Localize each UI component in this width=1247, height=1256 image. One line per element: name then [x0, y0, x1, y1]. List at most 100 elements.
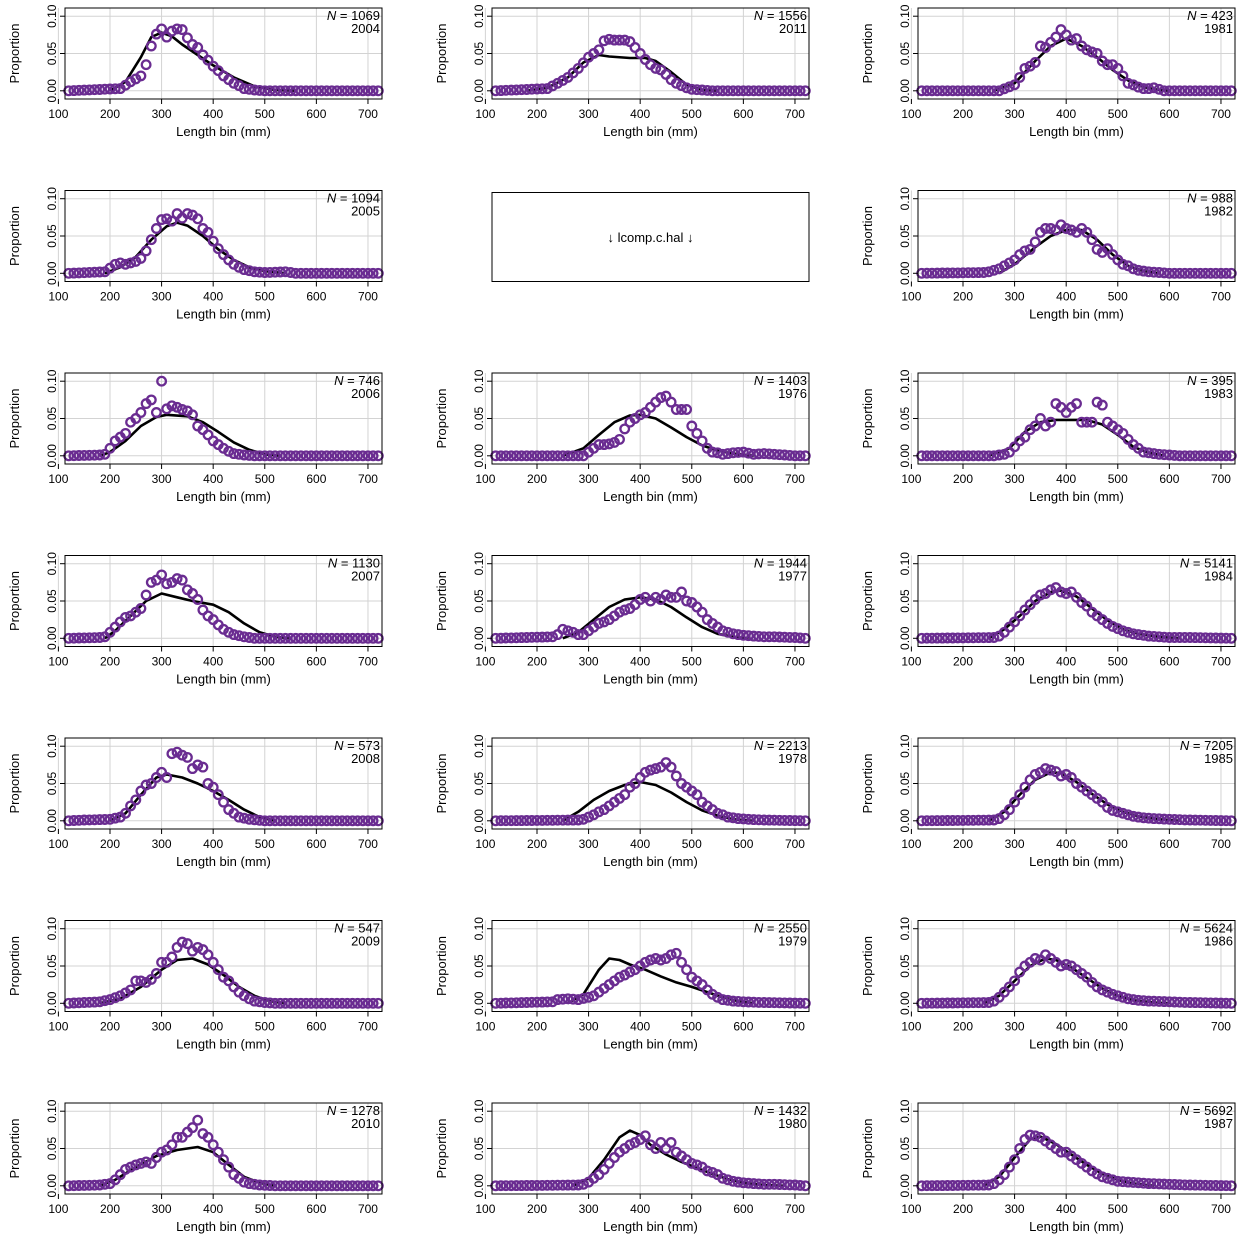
observed-point	[285, 1180, 297, 1192]
observed-point	[89, 996, 100, 1008]
observed-point	[89, 449, 100, 461]
observed-point	[73, 1180, 85, 1191]
observed-point	[362, 632, 374, 644]
x-tick-label: 500	[682, 837, 702, 851]
observed-point	[1215, 815, 1227, 827]
observed-point	[712, 991, 724, 1003]
observed-point	[1184, 1179, 1196, 1191]
observed-point	[83, 84, 95, 96]
observed-point	[341, 815, 353, 827]
x-tick-label: 600	[1159, 107, 1179, 121]
year-label: 2007	[351, 569, 380, 584]
observed-point	[952, 997, 964, 1009]
observed-point	[264, 450, 276, 462]
observed-point	[696, 435, 708, 447]
observed-point	[722, 626, 734, 638]
observed-point	[794, 450, 806, 462]
observed-point	[156, 214, 168, 226]
observed-point	[942, 1180, 953, 1191]
observed-point	[789, 997, 801, 1009]
observed-point	[567, 626, 579, 638]
observed-point	[130, 975, 142, 987]
observed-point	[1200, 814, 1211, 826]
panel-2009: 100 200 300 400 500 600 700 Length bin (mm) 0.00…	[7, 917, 384, 1052]
x-tick-label: 100	[48, 1202, 68, 1216]
observed-point	[367, 815, 379, 827]
observed-point	[942, 85, 953, 97]
observed-point	[1117, 625, 1129, 637]
observed-point	[1117, 807, 1129, 819]
observed-point	[207, 781, 219, 793]
y-axis-label: Proportion	[860, 206, 875, 266]
observed-point	[1138, 265, 1150, 277]
observed-point	[161, 31, 173, 43]
observed-point	[1158, 85, 1170, 97]
observed-point	[947, 267, 959, 279]
observed-point	[1189, 267, 1201, 279]
observed-point	[942, 267, 953, 279]
observed-point	[763, 448, 775, 460]
y-tick-label: 0.05	[898, 771, 912, 795]
observed-point	[290, 815, 302, 827]
observed-point	[1143, 995, 1155, 1007]
observed-point	[967, 1179, 979, 1191]
observed-point	[1045, 223, 1057, 234]
panel-1985: 100 200 300 400 500 600 700 Length bin (mm) 0.00…	[860, 734, 1237, 869]
observed-point	[1158, 449, 1170, 461]
y-axis-label: Proportion	[860, 1119, 875, 1179]
x-tick-label: 500	[255, 472, 275, 486]
y-tick-label: 0.00	[898, 444, 912, 468]
observed-point	[166, 951, 178, 963]
x-tick-label: 600	[306, 1020, 326, 1034]
observed-point	[691, 84, 703, 96]
observed-point	[300, 997, 312, 1009]
observed-point	[1045, 416, 1057, 428]
observed-point	[931, 450, 943, 462]
observed-point	[254, 996, 266, 1008]
observed-point	[794, 997, 806, 1009]
y-tick-label: 0.00	[472, 626, 486, 650]
observed-point	[264, 632, 276, 644]
observed-point	[83, 632, 95, 644]
x-tick-label: 600	[733, 107, 753, 121]
observed-point	[109, 83, 121, 95]
observed-point	[166, 215, 178, 227]
observed-point	[510, 450, 522, 462]
observed-point	[352, 267, 364, 279]
observed-point	[531, 1179, 543, 1191]
observed-point	[202, 949, 214, 961]
observed-point	[947, 450, 959, 462]
observed-point	[1205, 85, 1217, 97]
y-tick-label: 0.05	[898, 41, 912, 65]
observed-point	[962, 814, 974, 826]
observed-point	[357, 85, 369, 97]
observed-point	[748, 630, 760, 642]
observed-point	[1112, 623, 1124, 635]
panel-2010: 100 200 300 400 500 600 700 Length bin (mm) 0.00…	[7, 1099, 384, 1234]
observed-point	[774, 631, 785, 643]
y-tick-label: 0.05	[45, 589, 59, 613]
sample-size-label: N = 573	[334, 738, 380, 753]
observed-point	[274, 450, 286, 462]
x-tick-label: 400	[203, 1202, 223, 1216]
y-tick-label: 0.00	[45, 79, 59, 103]
observed-point	[310, 85, 322, 97]
observed-point	[166, 400, 178, 412]
observed-point	[495, 450, 507, 462]
observed-point	[156, 375, 168, 387]
observed-point	[316, 815, 327, 827]
y-tick-label: 0.00	[45, 809, 59, 833]
observed-point	[171, 941, 183, 953]
x-tick-label: 200	[527, 107, 547, 121]
observed-point	[212, 789, 224, 801]
observed-point	[347, 815, 358, 827]
observed-point	[495, 85, 507, 97]
observed-point	[1200, 267, 1211, 279]
x-tick-label: 600	[1159, 655, 1179, 669]
observed-point	[1034, 40, 1046, 52]
observed-point	[1174, 450, 1186, 462]
observed-point	[988, 450, 1000, 462]
observed-point	[145, 40, 157, 52]
observed-point	[732, 629, 744, 641]
